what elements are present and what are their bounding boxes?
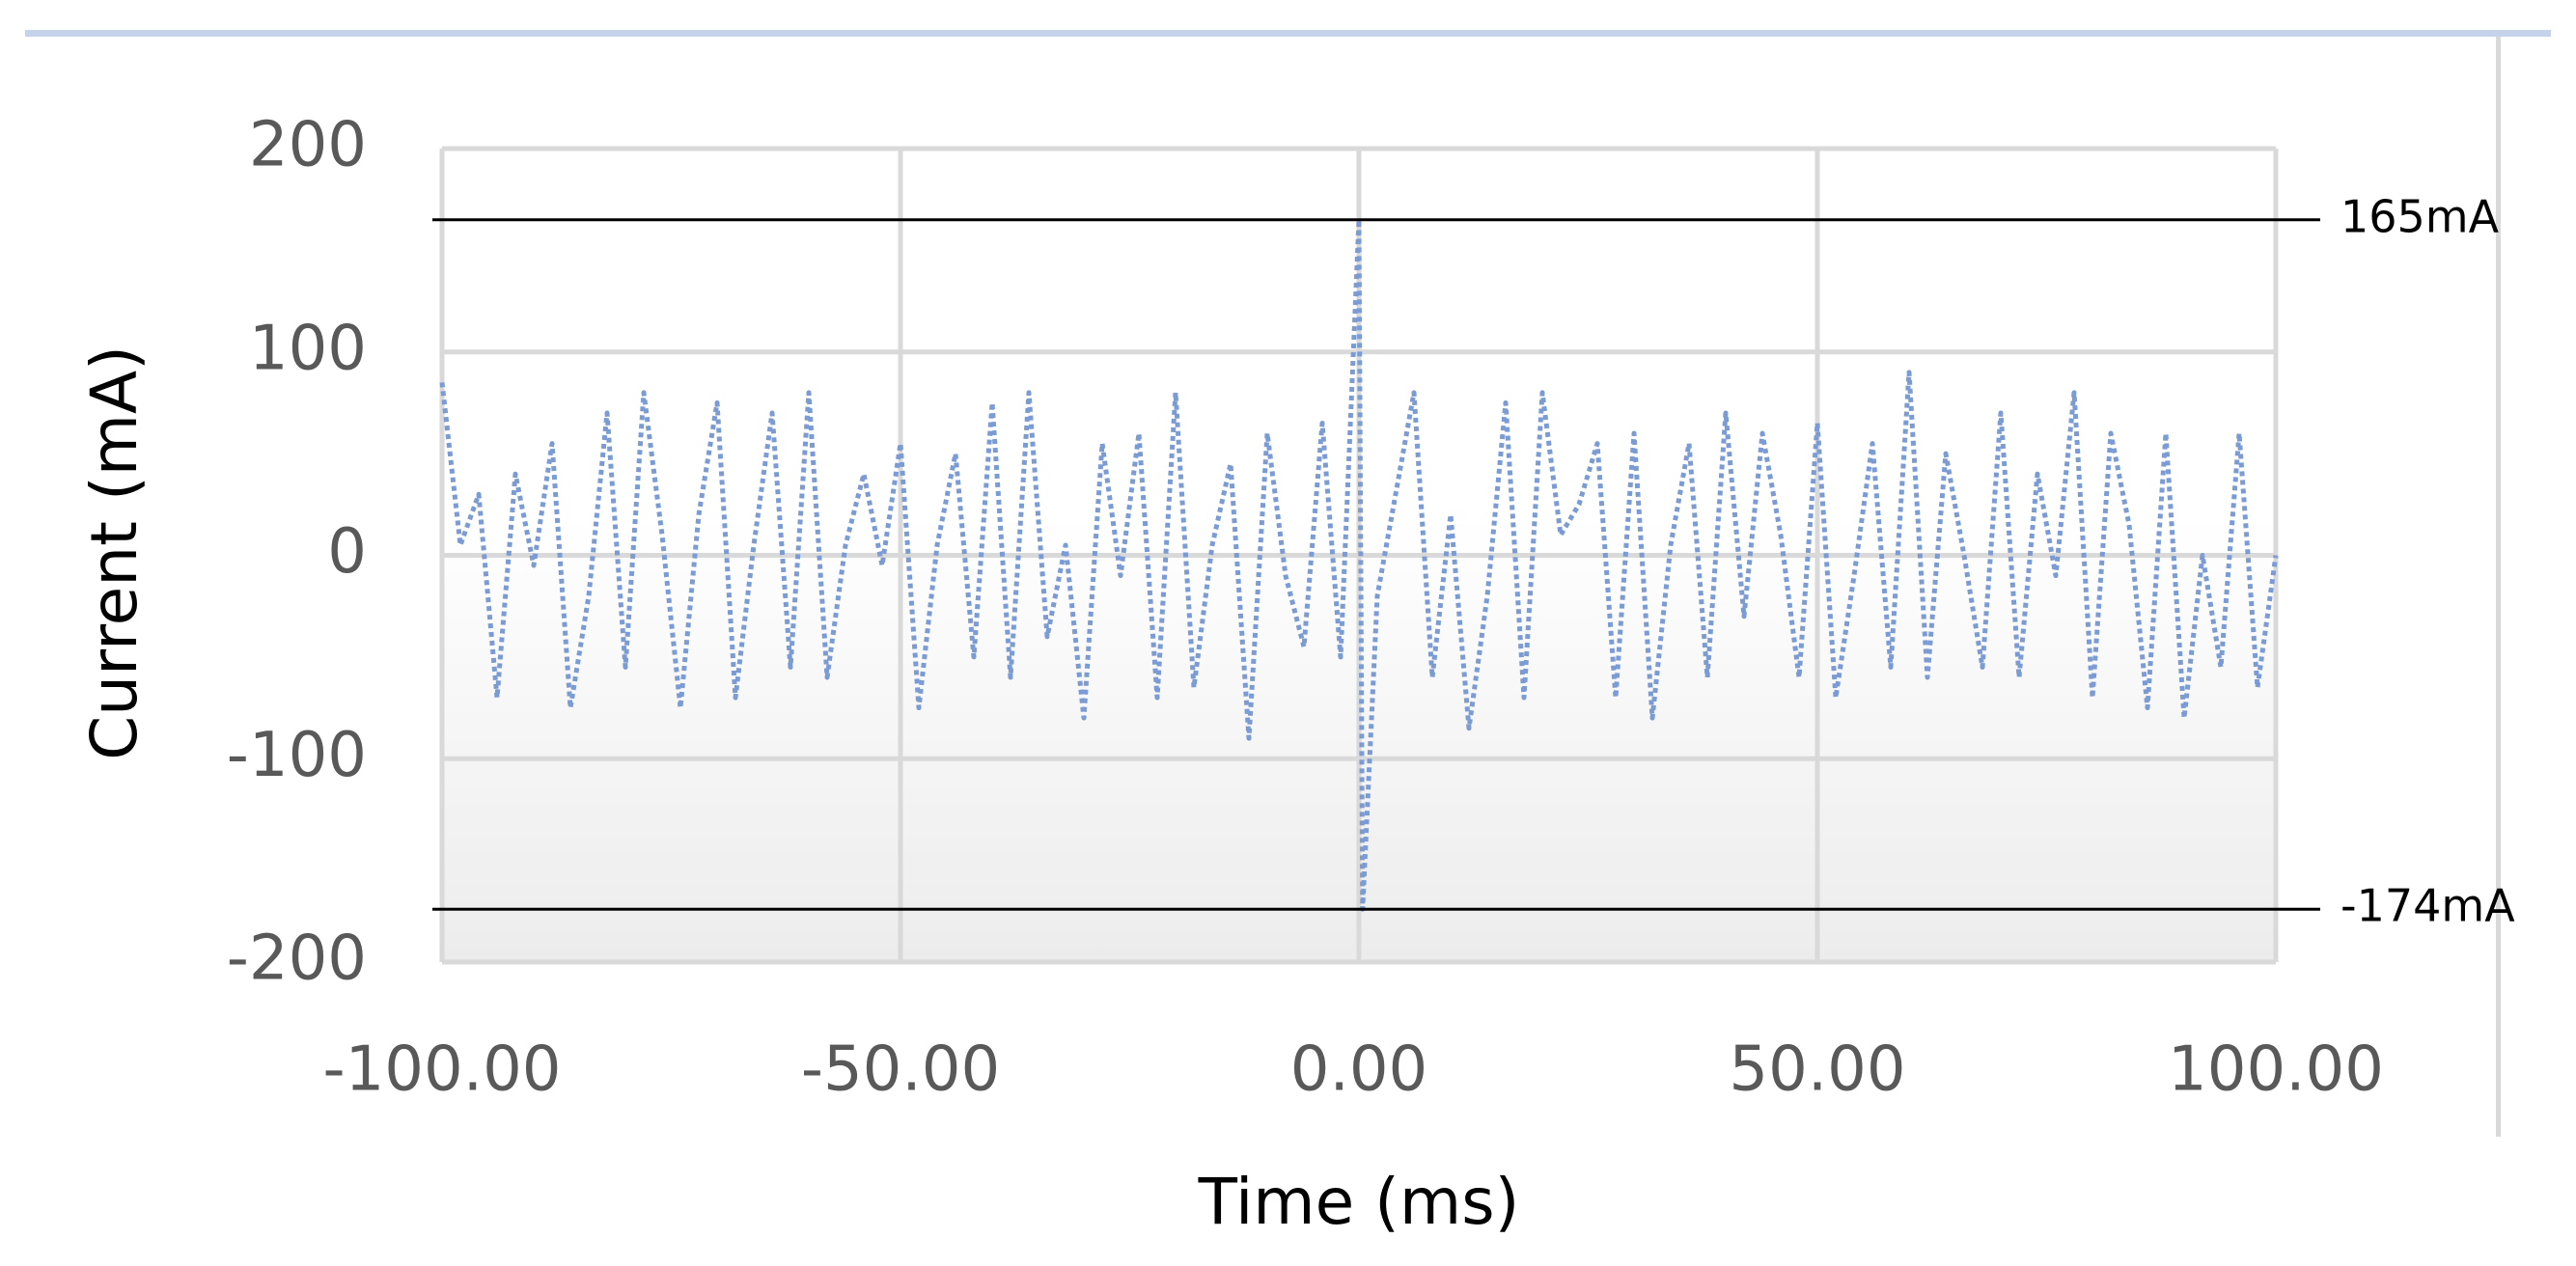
data-line — [439, 217, 2279, 912]
reference-label: -174mA — [2341, 880, 2515, 932]
y-tick-label: 100 — [249, 313, 367, 384]
x-axis-title: Time (ms) — [1198, 1165, 1520, 1239]
y-tick-label: -200 — [227, 923, 367, 995]
y-tick-label: -100 — [227, 720, 367, 791]
reference-label: 165mA — [2341, 190, 2500, 242]
y-axis-title: Current (mA) — [77, 345, 152, 760]
x-tick-label: -100.00 — [322, 1034, 561, 1106]
x-tick-label: 100.00 — [2168, 1034, 2384, 1106]
right-border — [2496, 37, 2501, 1137]
x-tick-label: -50.00 — [801, 1034, 1000, 1106]
x-tick-label: 0.00 — [1290, 1034, 1428, 1106]
top-border — [25, 30, 2551, 37]
y-tick-label: 200 — [249, 110, 367, 181]
x-tick-label: 50.00 — [1729, 1034, 1905, 1106]
y-tick-label: 0 — [327, 516, 367, 588]
